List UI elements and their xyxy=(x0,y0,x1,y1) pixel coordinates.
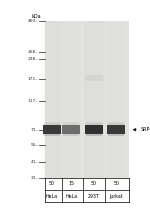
Text: 15: 15 xyxy=(68,181,74,187)
Text: HeLa: HeLa xyxy=(65,194,77,199)
Bar xyxy=(63,124,80,126)
Bar xyxy=(85,123,102,124)
Bar xyxy=(63,132,79,136)
Text: HeLa: HeLa xyxy=(46,194,58,199)
Bar xyxy=(108,122,124,124)
Bar xyxy=(108,132,124,136)
Bar xyxy=(108,124,124,126)
Text: 50: 50 xyxy=(91,181,97,187)
Text: 117–: 117– xyxy=(28,99,38,103)
Text: 71–: 71– xyxy=(30,128,38,132)
Bar xyxy=(42,21,62,178)
Bar xyxy=(108,126,125,134)
Bar xyxy=(84,21,104,178)
Bar xyxy=(44,124,60,126)
Bar xyxy=(85,75,103,81)
Bar xyxy=(86,132,102,136)
Text: SRP68: SRP68 xyxy=(140,127,150,132)
Bar xyxy=(62,126,80,134)
Bar xyxy=(108,123,124,124)
Text: 293T: 293T xyxy=(88,194,100,199)
Bar xyxy=(43,126,60,134)
Bar xyxy=(44,122,60,124)
Bar xyxy=(61,21,81,178)
Bar xyxy=(44,132,60,136)
Bar xyxy=(85,122,102,124)
Bar xyxy=(45,21,129,178)
Text: 238–: 238– xyxy=(28,57,38,61)
Text: Jurkat: Jurkat xyxy=(109,194,123,199)
Text: 460–: 460– xyxy=(28,19,38,23)
Bar xyxy=(85,126,103,134)
Text: 171–: 171– xyxy=(28,76,38,81)
Bar xyxy=(106,21,126,178)
Text: 50: 50 xyxy=(49,181,55,187)
Bar xyxy=(63,122,80,124)
Bar xyxy=(85,124,102,126)
Text: 41–: 41– xyxy=(30,160,38,164)
Text: 268–: 268– xyxy=(28,50,38,54)
Text: 50: 50 xyxy=(113,181,119,187)
Text: 31–: 31– xyxy=(30,176,38,180)
Bar xyxy=(44,123,60,124)
Bar xyxy=(63,123,80,124)
Text: kDa: kDa xyxy=(32,14,41,19)
Text: 55–: 55– xyxy=(30,143,38,147)
